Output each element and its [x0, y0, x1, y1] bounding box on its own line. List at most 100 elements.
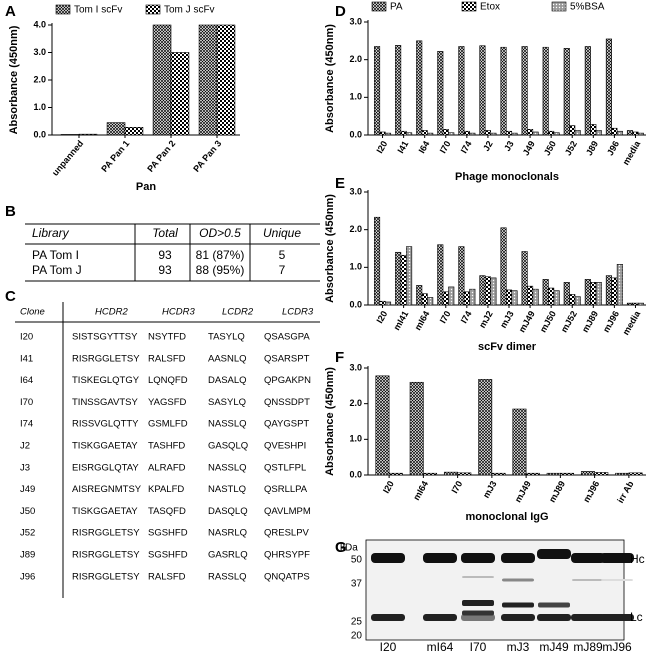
table-cell: TISKEGLQTGY — [72, 375, 140, 386]
bar — [106, 122, 126, 136]
table-cell: J3 — [20, 462, 30, 473]
bar — [400, 254, 407, 306]
table-cell: QHRSYPF — [264, 550, 310, 561]
band-label: Hc — [630, 552, 645, 566]
bar — [421, 293, 428, 306]
table-cell: RISRGGLETSY — [72, 550, 140, 561]
bar — [511, 132, 518, 136]
x-tick-label: media — [621, 138, 643, 166]
bar — [479, 275, 486, 306]
band-label: Lc — [630, 610, 643, 624]
table-cell: TASYLQ — [208, 332, 245, 343]
bar — [406, 246, 413, 306]
band — [371, 614, 405, 621]
bar — [437, 51, 444, 136]
y-axis-label: Absorbance (450nm) — [324, 367, 336, 476]
x-tick-label: J89 — [584, 139, 600, 157]
x-tick-label: I70 — [438, 139, 453, 155]
table-cell: ALRAFD — [148, 462, 186, 473]
bar — [628, 472, 643, 476]
band — [501, 614, 535, 621]
bar — [605, 275, 612, 306]
x-tick-label: I74 — [459, 309, 474, 325]
band — [600, 553, 634, 563]
x-tick-label: I64 — [417, 139, 432, 155]
bar — [632, 131, 639, 136]
bar — [479, 45, 486, 136]
x-tick-label: mJ89 — [580, 309, 600, 334]
x-tick-label: I70 — [438, 309, 453, 325]
table-cell: RALSFD — [148, 353, 186, 364]
band — [572, 579, 604, 581]
band — [600, 614, 634, 621]
table-header: HCDR2 — [95, 307, 128, 318]
panel-label: F — [335, 349, 344, 366]
band — [571, 614, 605, 621]
bar — [580, 471, 595, 476]
bar — [457, 472, 472, 476]
marker-label: 50 — [351, 555, 363, 566]
table-cell: J50 — [20, 506, 35, 517]
band — [601, 579, 633, 581]
bar — [500, 46, 507, 136]
bar — [379, 300, 386, 306]
table-cell: TASQFD — [148, 506, 186, 517]
band — [538, 602, 570, 608]
bar — [532, 131, 539, 136]
x-tick-label: J96 — [605, 139, 621, 157]
band — [462, 600, 494, 606]
table-cell: QSASGPA — [264, 332, 310, 343]
table-cell: 93 — [158, 248, 172, 262]
y-tick-label: 1.0 — [349, 92, 362, 102]
legend-swatch — [371, 1, 387, 12]
x-tick-label: I74 — [459, 139, 474, 155]
bar — [532, 288, 539, 306]
table-cell: 7 — [279, 263, 286, 277]
table-cell: 93 — [158, 263, 172, 277]
y-axis-label: Absorbance (450nm) — [324, 194, 336, 303]
x-tick-label: mJ50 — [538, 309, 558, 334]
bar — [152, 24, 172, 136]
x-tick-label: J2 — [481, 139, 495, 153]
table-cell: LQNQFD — [148, 375, 188, 386]
bar — [490, 277, 497, 306]
y-tick-label: 3.0 — [349, 186, 362, 196]
x-tick-label: J3 — [502, 139, 516, 153]
bar — [421, 130, 428, 136]
table-cell: RISSVGLQTTY — [72, 419, 139, 430]
table-cell: J89 — [20, 550, 35, 561]
x-tick-label: I20 — [374, 139, 389, 155]
table-header: Library — [32, 226, 70, 240]
bar — [548, 287, 555, 306]
x-tick-label: PA Pan 1 — [99, 138, 131, 174]
bar — [542, 279, 549, 306]
band — [571, 553, 605, 563]
lane-label: mI64 — [427, 640, 454, 654]
bar — [484, 130, 491, 136]
bar — [448, 286, 455, 306]
bar — [595, 130, 602, 136]
bar — [409, 381, 424, 476]
table-cell: NASTLQ — [208, 484, 246, 495]
table-cell: I64 — [20, 375, 33, 386]
table-header: Total — [152, 226, 178, 240]
y-axis-label: Absorbance (450nm) — [8, 25, 20, 134]
table-cell: YAGSFD — [148, 397, 186, 408]
marker-label: 37 — [351, 579, 363, 590]
table-cell: QVESHPI — [264, 441, 306, 452]
bar — [521, 46, 528, 136]
bar — [616, 130, 623, 136]
bar — [423, 472, 438, 476]
x-tick-label: PA Pan 2 — [145, 138, 177, 174]
y-tick-label: 3.0 — [349, 16, 362, 26]
bar — [406, 132, 413, 136]
bar — [605, 38, 612, 136]
y-tick-label: 2.0 — [349, 54, 362, 64]
table-cell: SGSHFD — [148, 550, 188, 561]
table-cell: GASQLQ — [208, 441, 248, 452]
bar — [632, 302, 639, 306]
bar — [521, 251, 528, 306]
lane-label: mJ3 — [507, 640, 530, 654]
bar — [395, 45, 402, 136]
table-cell: EISRGGLQTAY — [72, 462, 139, 473]
